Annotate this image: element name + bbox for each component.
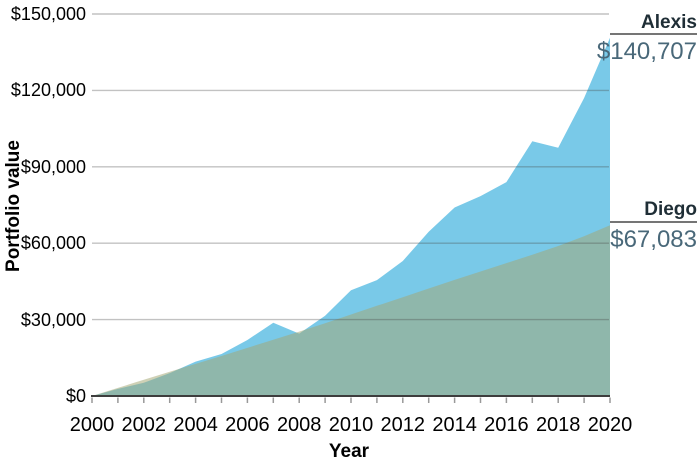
alexis-callout-line: [610, 33, 697, 36]
x-tick-label: 2008: [276, 414, 322, 436]
y-tick-label: $120,000: [10, 80, 86, 101]
x-tick-label: 2016: [484, 414, 529, 436]
y-tick-label: $90,000: [20, 156, 86, 177]
x-tick-label: 2002: [121, 414, 167, 436]
series-final-value-alexis: $140,707: [596, 38, 697, 66]
y-tick-label: $150,000: [10, 4, 86, 24]
series-label-alexis: Alexis: [641, 11, 697, 33]
x-tick-label: 2018: [535, 414, 581, 436]
x-tick-label: 2004: [173, 414, 218, 436]
series-label-diego: Diego: [644, 199, 697, 221]
y-axis-title: Portfolio value: [3, 140, 24, 272]
x-tick-label: 2006: [225, 414, 270, 436]
x-tick-label: 2020: [587, 414, 633, 436]
series-final-value-diego: $67,083: [610, 225, 697, 253]
x-tick-label: 2000: [69, 414, 115, 436]
area-diego: [92, 225, 610, 396]
x-tick-label: 2010: [328, 414, 374, 436]
x-tick-label: 2014: [432, 414, 477, 436]
x-tick-label: 2012: [380, 414, 426, 436]
y-tick-label: $0: [65, 386, 86, 406]
diego-callout-line: [610, 220, 697, 223]
y-tick-label: $30,000: [20, 309, 86, 330]
y-tick-label: $60,000: [20, 233, 86, 254]
x-axis-title: Year: [328, 441, 370, 462]
